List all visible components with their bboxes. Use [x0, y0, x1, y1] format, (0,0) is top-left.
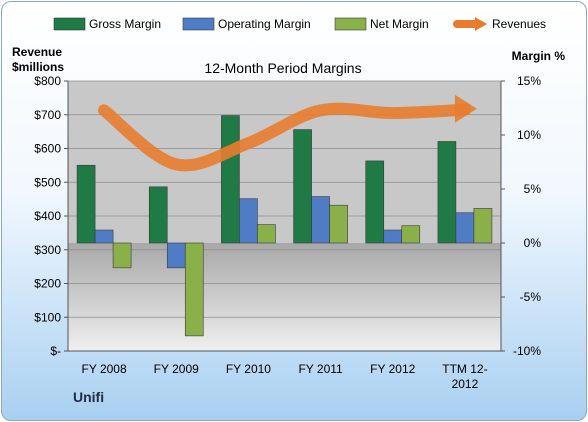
right-tick-label: 0% [524, 236, 542, 250]
gross-margin-bar [437, 141, 457, 244]
left-tick-label: $600 [34, 142, 61, 156]
gross-margin-bar [293, 129, 312, 244]
gross-margin-bar [148, 186, 168, 244]
net-margin-bar [329, 204, 348, 244]
gross-margin-bar [365, 160, 385, 244]
legend-label: Net Margin [370, 17, 429, 31]
left-axis-label-line: Revenue [12, 45, 62, 59]
right-tick-label: -10% [513, 344, 541, 358]
operating-margin-bar [455, 212, 475, 244]
right-tick-label: 5% [524, 182, 542, 196]
category-label: TTM 12-2012 [442, 362, 487, 391]
operating-margin-bar [383, 229, 403, 244]
category-label-line: TTM 12- [442, 362, 487, 376]
right-tick-label: -5% [520, 290, 542, 304]
right-tick-label: 15% [517, 74, 541, 88]
legend-item-revenues: Revenues [453, 17, 546, 31]
category-label-line: 2012 [452, 377, 479, 391]
legend-swatch [53, 17, 86, 31]
category-label-line: FY 2008 [82, 362, 127, 376]
left-axis-label-line: $millions [12, 60, 64, 74]
left-tick-label: $500 [34, 175, 61, 189]
left-tick-label: $- [50, 344, 61, 358]
legend-label: Operating Margin [218, 17, 311, 31]
net-margin-bar [473, 208, 493, 244]
legend-item-operating-margin: Operating Margin [182, 17, 311, 31]
gross-margin-bar [76, 164, 96, 244]
category-label: FY 2010 [226, 362, 271, 376]
left-tick-label: $200 [34, 277, 61, 291]
legend-swatch [182, 17, 215, 31]
left-tick-label: $800 [34, 74, 61, 88]
legend-swatch-arrow [475, 17, 487, 31]
plot-background-lower [68, 243, 501, 351]
left-tick-label: $100 [34, 310, 61, 324]
legend-swatch [334, 17, 367, 31]
category-label: FY 2009 [154, 362, 199, 376]
company-label: Unifi [73, 389, 104, 405]
legend-label: Gross Margin [89, 17, 161, 31]
legend-label: Revenues [492, 17, 546, 31]
category-label-line: FY 2012 [370, 362, 415, 376]
right-axis-label: Margin % [512, 49, 566, 63]
operating-margin-bar [311, 196, 330, 244]
category-label-line: FY 2010 [226, 362, 271, 376]
revenues-line [98, 102, 471, 172]
net-margin-bar [401, 225, 421, 244]
left-tick-label: $400 [34, 209, 61, 223]
left-tick-label: $300 [34, 243, 61, 257]
operating-margin-bar [166, 242, 186, 269]
category-label-line: FY 2009 [154, 362, 199, 376]
operating-margin-bar [94, 229, 114, 244]
legend: Gross Margin Operating Margin Net Margin Re… [53, 17, 546, 31]
left-axis-label: Revenue $millions [12, 45, 64, 74]
category-label-line: FY 2011 [298, 362, 343, 376]
plot-area: $- $100 $200 $300 $400 $500 $600 $700 $800 -10% -5… [34, 74, 541, 391]
legend-item-gross-margin: Gross Margin [53, 17, 161, 31]
category-label: FY 2008 [82, 362, 127, 376]
left-tick-label: $700 [34, 108, 61, 122]
net-margin-bar [257, 224, 276, 244]
operating-margin-bar [239, 198, 258, 244]
revenues-arrowhead [454, 94, 477, 123]
chart-title: 12-Month Period Margins [204, 60, 361, 76]
net-margin-bar [184, 242, 204, 337]
category-label: FY 2011 [298, 362, 343, 376]
net-margin-bar [112, 242, 132, 269]
legend-item-net-margin: Net Margin [334, 17, 429, 31]
category-label: FY 2012 [370, 362, 415, 376]
right-tick-label: 10% [517, 128, 541, 142]
gross-margin-bar [221, 115, 240, 244]
